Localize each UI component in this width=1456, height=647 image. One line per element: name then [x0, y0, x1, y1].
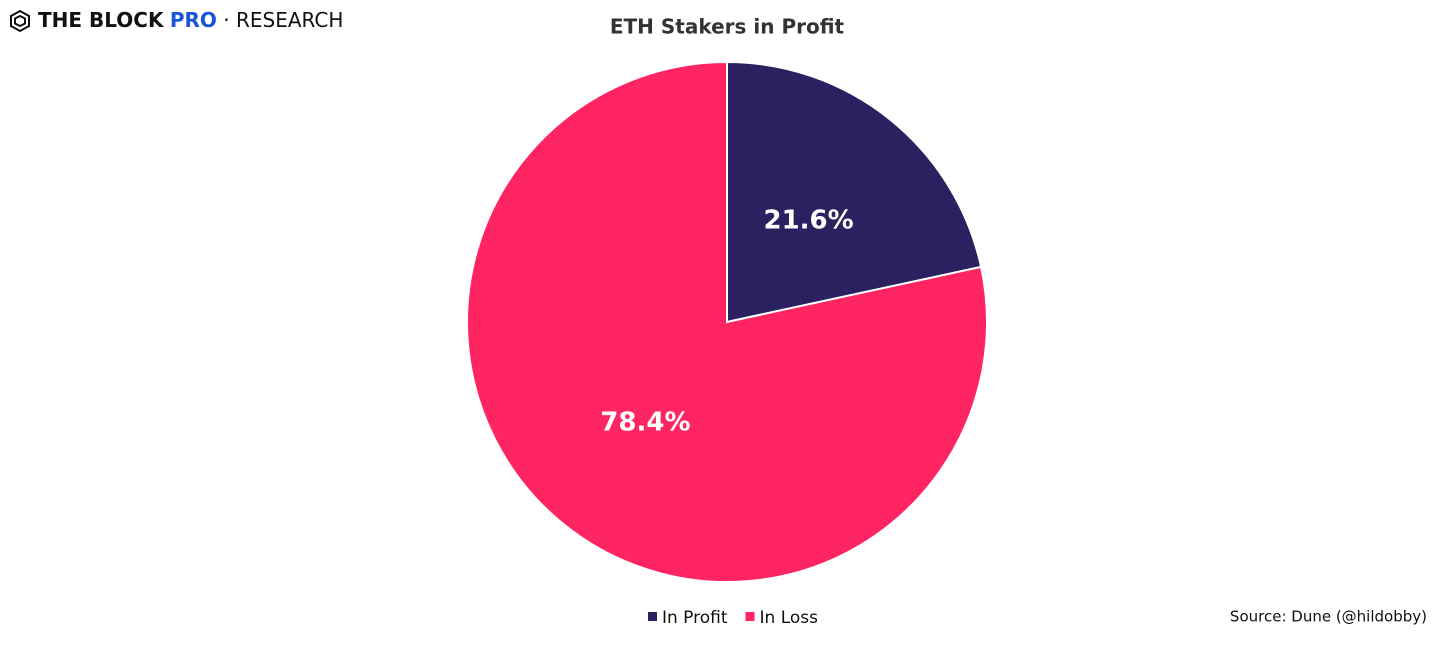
- legend-label: In Loss: [760, 608, 819, 628]
- pie-slice: [466, 60, 988, 583]
- legend-swatch: [647, 612, 657, 621]
- legend-label: In Profit: [662, 608, 728, 628]
- logo: THE BLOCK PRO · RESEARCH: [10, 8, 343, 33]
- brand-section: RESEARCH: [236, 8, 343, 32]
- data-label: 78.4%: [600, 408, 690, 438]
- logo-icon: [10, 9, 30, 33]
- brand-name: THE BLOCK: [38, 8, 165, 32]
- data-label: 21.6%: [763, 205, 853, 235]
- source-note: Source: Dune (@hildobby): [1230, 608, 1427, 626]
- chart-title: ETH Stakers in Profit: [610, 15, 845, 39]
- brand-separator: ·: [223, 8, 229, 32]
- legend-swatch: [745, 612, 755, 621]
- brand-text: THE BLOCK PRO · RESEARCH: [38, 8, 343, 32]
- pie-slice: [726, 60, 983, 324]
- brand-tier: PRO: [170, 8, 217, 32]
